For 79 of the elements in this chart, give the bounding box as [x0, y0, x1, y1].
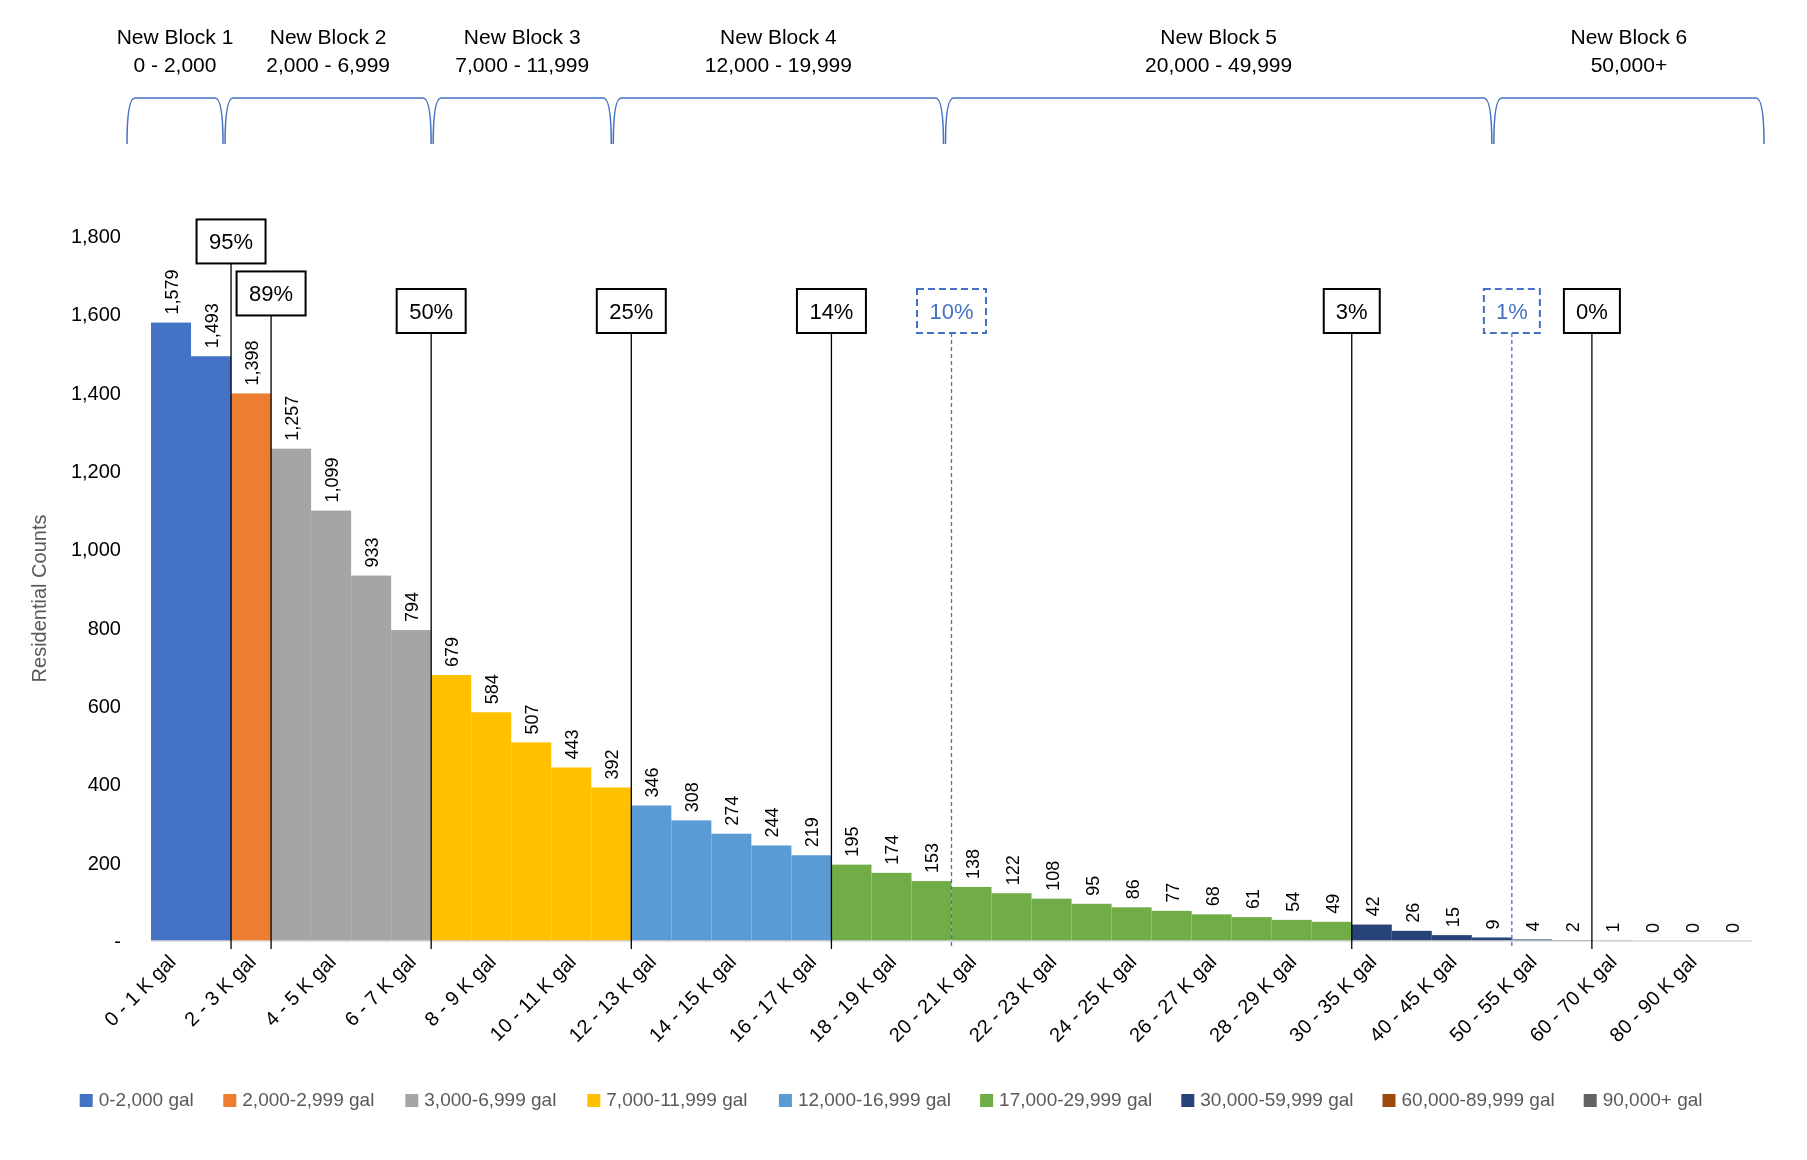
data-label: 1,398	[242, 340, 263, 386]
data-label: 0	[1722, 922, 1743, 933]
text: New Block 1 0 - 2,000	[116, 25, 234, 76]
data-label: 308	[682, 782, 703, 813]
data-label: 443	[562, 729, 583, 760]
y-tick-label: 1,400	[70, 381, 121, 404]
legend-label: 90,000+ gal	[1602, 1089, 1703, 1110]
y-tick-label: 1,200	[70, 460, 121, 482]
text: New Block 2 2,000 - 6,999	[266, 25, 390, 76]
data-label: 77	[1162, 882, 1183, 903]
y-tick-label: 1,000	[70, 538, 121, 561]
y-tick-label: 1,800	[70, 225, 121, 247]
data-label: 174	[882, 834, 903, 865]
data-label: 9	[1482, 919, 1503, 930]
x-tick-label: 2 - 3 K gal	[179, 950, 260, 1031]
data-label: 138	[962, 848, 983, 879]
text: New Block 5 20,000 - 49,999	[1145, 25, 1293, 76]
annotation: 0%	[1576, 299, 1608, 324]
data-label: 68	[1202, 886, 1223, 907]
data-label: 1,493	[202, 303, 223, 349]
data-label: 26	[1402, 902, 1423, 923]
y-tick-label: 400	[87, 773, 121, 796]
data-label: 1,579	[162, 269, 183, 315]
data-label: 1,257	[282, 395, 303, 441]
data-label: 0	[1682, 922, 1703, 933]
text: New Block 3 7,000 - 11,999	[455, 25, 590, 76]
legend-label: 3,000-6,999 gal	[424, 1089, 557, 1110]
data-label: 0	[1642, 922, 1663, 933]
annotation: 50%	[409, 299, 454, 324]
data-label: 794	[402, 591, 423, 623]
text: New Block 6 50,000+	[1570, 25, 1688, 76]
data-label: 108	[1042, 860, 1063, 891]
data-label: 244	[762, 807, 783, 838]
data-label: 1,099	[322, 457, 343, 503]
y-tick-label: 800	[87, 616, 121, 639]
annotation: 25%	[609, 299, 654, 324]
x-tick-label: 6 - 7 K gal	[339, 950, 420, 1031]
data-label: 42	[1362, 896, 1383, 917]
data-label: 346	[642, 767, 663, 798]
data-label: 933	[362, 537, 383, 568]
y-axis-title: Residential Counts	[28, 514, 50, 683]
legend-label: 12,000-16,999 gal	[797, 1089, 952, 1110]
data-label: 4	[1522, 921, 1543, 932]
annotation: 3%	[1335, 299, 1368, 324]
data-label: 1	[1602, 922, 1623, 933]
data-label: 54	[1282, 891, 1303, 912]
data-label: 15	[1442, 907, 1463, 928]
data-label: 507	[522, 704, 543, 735]
data-label: 153	[922, 843, 943, 874]
data-label: 679	[442, 637, 463, 668]
annotation: 14%	[809, 299, 854, 324]
annotation: 10%	[929, 299, 974, 324]
data-label: 49	[1322, 893, 1343, 914]
text: New Block 4 12,000 - 19,999	[704, 25, 852, 76]
annotation: 1%	[1495, 299, 1528, 324]
data-label: 392	[602, 749, 623, 780]
data-label: 219	[802, 817, 823, 848]
data-label: 195	[842, 826, 863, 857]
data-label: 274	[722, 795, 743, 826]
x-tick-label: 4 - 5 K gal	[259, 950, 340, 1031]
legend-label: 2,000-2,999 gal	[242, 1089, 375, 1110]
y-tick-label: 1,600	[70, 303, 121, 326]
legend-label: 17,000-29,999 gal	[999, 1089, 1153, 1110]
data-label: 584	[482, 674, 503, 705]
data-label: 122	[1002, 855, 1023, 886]
y-tick-label: 200	[87, 851, 121, 874]
y-tick-label: 600	[87, 695, 121, 717]
data-label: 86	[1122, 879, 1143, 900]
data-label: 61	[1242, 889, 1263, 910]
legend-label: 0-2,000 gal	[98, 1089, 194, 1110]
annotation: 95%	[209, 229, 254, 255]
data-label: 95	[1082, 875, 1103, 896]
legend-label: 30,000-59,999 gal	[1200, 1089, 1354, 1110]
data-label: 2	[1562, 922, 1583, 933]
y-tick-label: -	[114, 930, 121, 952]
annotation: 89%	[249, 281, 294, 307]
x-tick-label: 0 - 1 K gal	[99, 950, 180, 1031]
legend-label: 60,000-89,999 gal	[1401, 1089, 1555, 1110]
legend-label: 7,000-11,999 gal	[606, 1089, 748, 1110]
